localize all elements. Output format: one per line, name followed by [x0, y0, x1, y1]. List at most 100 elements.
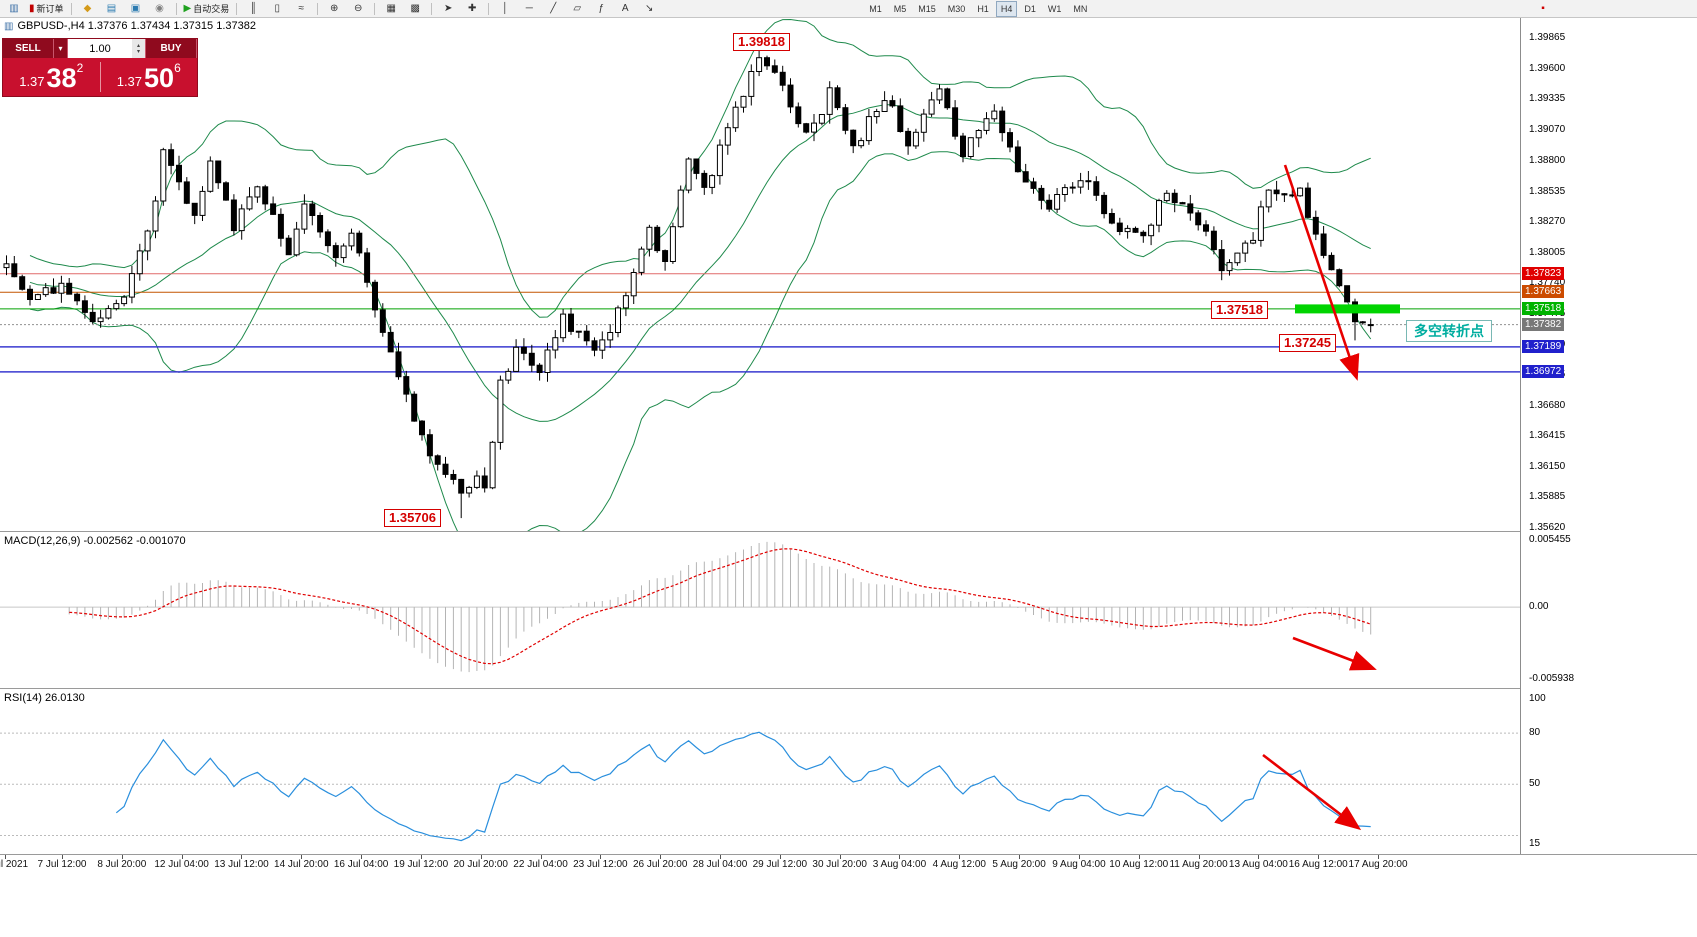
buy-button[interactable]: BUY [146, 39, 197, 58]
volume-down-icon[interactable]: ▾ [136, 48, 140, 55]
candlestick-button[interactable]: ▯ [266, 1, 288, 16]
vertical-line-icon: │ [502, 2, 509, 14]
time-axis-label: 7 Jul 12:00 [37, 859, 87, 870]
rsi-scale-label: 100 [1529, 693, 1546, 704]
price-tag: 1.37382 [1522, 317, 1565, 331]
price-tag: 1.37823 [1522, 266, 1565, 280]
time-axis-tick [720, 855, 722, 859]
autotrading-button[interactable]: ▶ 自动交易 [182, 1, 232, 16]
time-axis-label: 16 Jul 04:00 [333, 859, 389, 870]
price-tag: 1.36972 [1522, 364, 1565, 378]
time-axis-label: 20 Jul 20:00 [453, 859, 508, 870]
toolbar-separator [374, 2, 376, 15]
buy-price-prefix: 1.37 [116, 74, 143, 89]
cascade-windows-button[interactable]: ▩ [404, 1, 426, 16]
arrow-tool-button[interactable]: ↘ [638, 1, 660, 16]
timeframe-h4-button[interactable]: H4 [995, 0, 1018, 17]
sell-button[interactable]: SELL [3, 39, 54, 58]
crosshair-button[interactable]: ✚ [461, 1, 483, 16]
volume-stepper[interactable]: ▴ ▾ [132, 39, 146, 58]
timeframe-d1-button[interactable]: D1 [1024, 3, 1036, 14]
price-scale-label: 1.39865 [1529, 32, 1566, 43]
zoom-out-button[interactable]: ⊖ [347, 1, 369, 16]
time-axis-tick [480, 855, 482, 859]
rsi-scale: 100 80 50 15 [1521, 688, 1696, 854]
rsi-chart[interactable] [0, 689, 1520, 854]
new-order-button[interactable]: ▮ 新订单 [27, 1, 66, 16]
data-window-icon-icon: ▣ [130, 2, 141, 14]
sell-price[interactable]: 1.37 38 2 [3, 58, 100, 96]
price-scale-separator[interactable] [1520, 18, 1521, 854]
buy-price[interactable]: 1.37 50 6 [101, 58, 198, 96]
time-axis-label: 19 Jul 12:00 [393, 859, 449, 870]
volume-value: 1.00 [89, 42, 111, 55]
toolbar-separator [317, 2, 319, 15]
timeframe-m30-button[interactable]: M30 [947, 3, 966, 14]
cursor-button[interactable]: ➤ [437, 1, 459, 16]
timeframe-m1-button[interactable]: M1 [869, 3, 882, 14]
price-scale-label: 1.38800 [1529, 154, 1566, 166]
fibonacci-button[interactable]: ƒ [590, 1, 612, 16]
volume-up-icon[interactable]: ▴ [136, 42, 140, 49]
annotation-recent-low-price[interactable]: 1.37245 [1279, 334, 1336, 352]
price-scale-label: 1.35885 [1529, 491, 1566, 503]
tile-windows-button[interactable]: ▦ [380, 1, 402, 16]
navigator-icon-icon: ◉ [155, 2, 164, 14]
new-order-icon: ▮ [29, 2, 35, 14]
macd-panel: MACD(12,26,9) -0.002562 -0.001070 [0, 531, 1520, 688]
sell-dropdown-caret-icon[interactable]: ▾ [54, 39, 68, 58]
toolbar: ▥ ▮ 新订单 ◆ ▤ ▣ ◉ ▶ 自动交易 ║ ▯ ≈ ⊕ ⊖ ▦ ▩ ➤ ✚ │ ─ ╱ ▱ ƒ A ↘ M1 M5 M15 M30… [0, 0, 1697, 18]
trendline-icon: ╱ [550, 2, 557, 14]
charts-icon[interactable]: ▥ [3, 1, 25, 16]
time-axis[interactable]: 5 Jul 2021 7 Jul 12:00 8 Jul 20:00 12 Jul 0… [0, 854, 1697, 874]
channel-button[interactable]: ▱ [566, 1, 588, 16]
price-scale-label: 1.39070 [1529, 123, 1566, 135]
timeframe-mn-button[interactable]: MN [1073, 3, 1088, 14]
annotation-high-price[interactable]: 1.39818 [733, 33, 790, 51]
sell-price-pips: 38 [46, 63, 77, 93]
horizontal-line-button[interactable]: ─ [518, 1, 540, 16]
zoom-in-icon: ⊕ [330, 2, 339, 14]
timeframe-w1-button[interactable]: W1 [1047, 3, 1062, 14]
bar-chart-button[interactable]: ║ [242, 1, 264, 16]
charts-icon-icon: ▥ [9, 2, 19, 14]
time-axis-label: 13 Jul 12:00 [214, 859, 269, 870]
time-axis-label: 11 Aug 20:00 [1169, 859, 1228, 870]
vertical-line-button[interactable]: │ [494, 1, 516, 16]
macd-label: MACD(12,26,9) -0.002562 -0.001070 [4, 535, 186, 547]
toolbar-separator [236, 2, 238, 15]
timeframe-h1-button[interactable]: H1 [977, 3, 989, 14]
rsi-label: RSI(14) 26.0130 [4, 692, 85, 704]
time-axis-tick [1078, 855, 1080, 859]
annotation-turning-point-note[interactable]: 多空转折点 [1406, 320, 1492, 342]
price-scale-label: 1.39600 [1529, 62, 1566, 74]
time-axis-tick [420, 855, 422, 859]
trendline-button[interactable]: ╱ [542, 1, 564, 16]
rsi-panel: RSI(14) 26.0130 [0, 688, 1520, 854]
candlestick-chart[interactable] [0, 18, 1520, 531]
volume-input[interactable]: 1.00 [68, 39, 132, 58]
annotation-zone-price[interactable]: 1.37518 [1211, 301, 1268, 319]
favorites-icon[interactable]: ◆ [77, 1, 99, 16]
timeframe-m15-button[interactable]: M15 [918, 3, 936, 14]
timeframe-m5-button[interactable]: M5 [893, 3, 907, 14]
annotation-low-price[interactable]: 1.35706 [384, 509, 441, 527]
macd-chart[interactable] [0, 532, 1520, 688]
line-chart-button[interactable]: ≈ [290, 1, 312, 16]
text-button[interactable]: A [614, 1, 636, 16]
market-watch-icon[interactable]: ▤ [101, 1, 123, 16]
alert-icon[interactable]: ▪ [1541, 3, 1545, 14]
time-axis-label: 10 Aug 12:00 [1109, 859, 1169, 870]
time-axis-label: 29 Jul 12:00 [752, 859, 808, 870]
crosshair-icon: ✚ [468, 2, 477, 14]
data-window-icon[interactable]: ▣ [125, 1, 147, 16]
main-price-scale[interactable]: 1.39865 1.39600 1.39335 1.39070 1.38800 1.385… [1521, 18, 1696, 533]
price-divider [99, 62, 101, 92]
price-tag: 1.37189 [1522, 339, 1565, 353]
time-axis-tick [5, 855, 6, 859]
zoom-in-button[interactable]: ⊕ [323, 1, 345, 16]
navigator-icon[interactable]: ◉ [149, 1, 171, 16]
time-axis-tick [1378, 855, 1380, 859]
time-axis-label: 28 Jul 04:00 [692, 859, 748, 870]
